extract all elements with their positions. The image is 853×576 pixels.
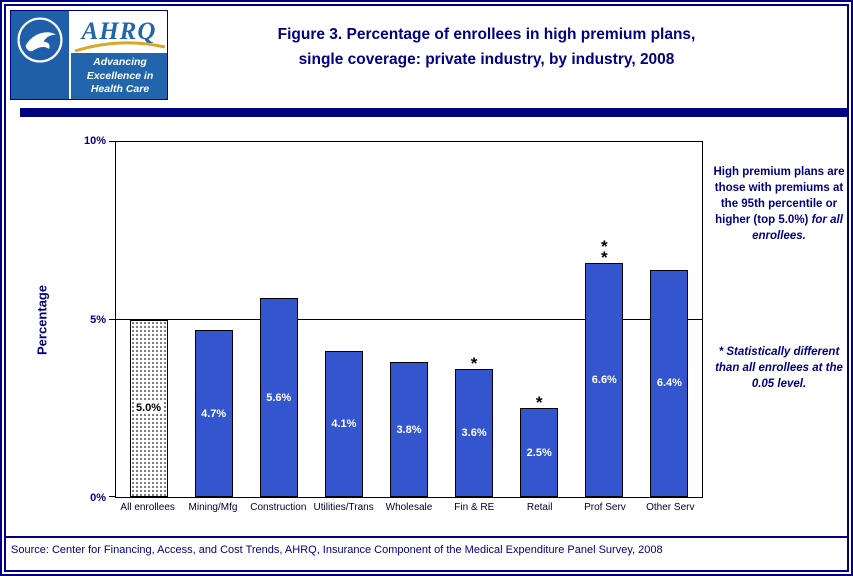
y-tick-label-10: 10% [83, 135, 106, 147]
bar-construction: 5.6% [259, 298, 298, 497]
bar-value-label: 5.0% [134, 402, 164, 415]
category-label-fin-re: Fin & RE [454, 502, 495, 513]
high-premium-note-italic: for all enrollees. [752, 214, 843, 243]
bar-value-label: 6.4% [656, 377, 682, 390]
bar-value-label: 3.6% [461, 427, 487, 440]
gold-swoosh-icon [74, 41, 166, 53]
bar-slot-wholesale: 3.8% [376, 142, 441, 497]
bar-slot-other-serv: 6.4% [637, 142, 702, 497]
bar-retail: 2.5% [520, 408, 559, 497]
hhs-seal [11, 11, 69, 99]
bar-slot-fin-re: * 3.6% [442, 142, 507, 497]
footer-divider-line [6, 536, 847, 538]
category-label-retail: Retail [526, 502, 553, 513]
bar-slot-construction: 5.6% [246, 142, 311, 497]
bar-slot-all-enrollees: 5.0% [116, 142, 181, 497]
bar-wholesale: 3.8% [389, 362, 428, 497]
bar-prof-serv: 6.6% [585, 262, 624, 497]
y-tick-label-0: 0% [90, 492, 106, 504]
bar-mining-mfg: 4.7% [194, 330, 233, 497]
x-axis-category-labels: All enrollees Mining/Mfg Construction Utili… [115, 502, 703, 513]
ahrq-tagline: Advancing Excellence in Health Care [71, 53, 167, 99]
category-label-utilities-trans: Utilities/Trans [313, 502, 374, 513]
category-label-wholesale: Wholesale [385, 502, 433, 513]
ahrq-logo: AHRQ Advancing Excellence in Health Care [10, 10, 168, 100]
statistical-note: * Statistically different than all enrol… [715, 346, 843, 391]
y-tick-label-5: 5% [90, 313, 106, 326]
bar-other-serv: 6.4% [650, 269, 689, 497]
plot-area: 5.0% 4.7% 5.6% 4.1% 3.8% * 3.6% * 2.5% * * 6.6% 6.4… [109, 141, 703, 498]
bar-value-label: 5.6% [266, 391, 292, 404]
y-tick-mark [109, 318, 115, 320]
bar-slot-utilities-trans: 4.1% [311, 142, 376, 497]
y-axis-title: Percentage [34, 284, 50, 355]
bar-value-label: 4.1% [331, 418, 357, 431]
category-label-other-serv: Other Serv [646, 502, 695, 513]
bar-utilities-trans: 4.1% [324, 351, 363, 497]
category-label-mining-mfg: Mining/Mfg [188, 502, 238, 513]
category-label-construction: Construction [250, 502, 307, 513]
bar-value-label: 3.8% [396, 423, 422, 436]
header-divider-bar [20, 108, 847, 117]
source-note: Source: Center for Financing, Access, an… [11, 544, 663, 556]
significance-asterisk: * * [601, 236, 608, 267]
bar-slot-retail: * 2.5% [507, 142, 572, 497]
significance-asterisk: * [535, 393, 543, 413]
y-tick-mark [109, 141, 115, 142]
category-label-all-enrollees: All enrollees [120, 502, 175, 513]
y-axis-tick-labels: 0% 5% 10% [64, 135, 110, 504]
bar-slot-prof-serv: * * 6.6% [572, 142, 637, 497]
category-label-prof-serv: Prof Serv [584, 502, 626, 513]
gridline-5pct [116, 318, 702, 320]
figure-title-line1: Figure 3. Percentage of enrollees in hig… [277, 26, 696, 43]
ahrq-wordmark: AHRQ [71, 11, 167, 53]
bars-row: 5.0% 4.7% 5.6% 4.1% 3.8% * 3.6% * 2.5% * * 6.6% 6.4… [116, 142, 702, 497]
bar-value-label: 4.7% [201, 407, 227, 420]
bar-fin-re: 3.6% [455, 369, 494, 497]
bar-value-label: 2.5% [526, 446, 552, 459]
bar-all-enrollees: 5.0% [129, 319, 168, 497]
y-tick-mark [109, 496, 115, 497]
significance-asterisk: * [470, 354, 478, 374]
bar-value-label: 6.6% [591, 373, 617, 386]
hhs-eagle-icon [17, 17, 63, 63]
bar-slot-mining-mfg: 4.7% [181, 142, 246, 497]
ahrq-acronym: AHRQ [81, 18, 157, 45]
high-premium-note-text: High premium plans are those with premiu… [713, 166, 845, 227]
ahrq-logo-box: AHRQ Advancing Excellence in Health Care [69, 11, 167, 99]
high-premium-note: High premium plans are those with premiu… [708, 164, 847, 244]
figure-title-line2: single coverage: private industry, by in… [298, 51, 675, 68]
figure-title: Figure 3. Percentage of enrollees in hig… [166, 22, 807, 72]
